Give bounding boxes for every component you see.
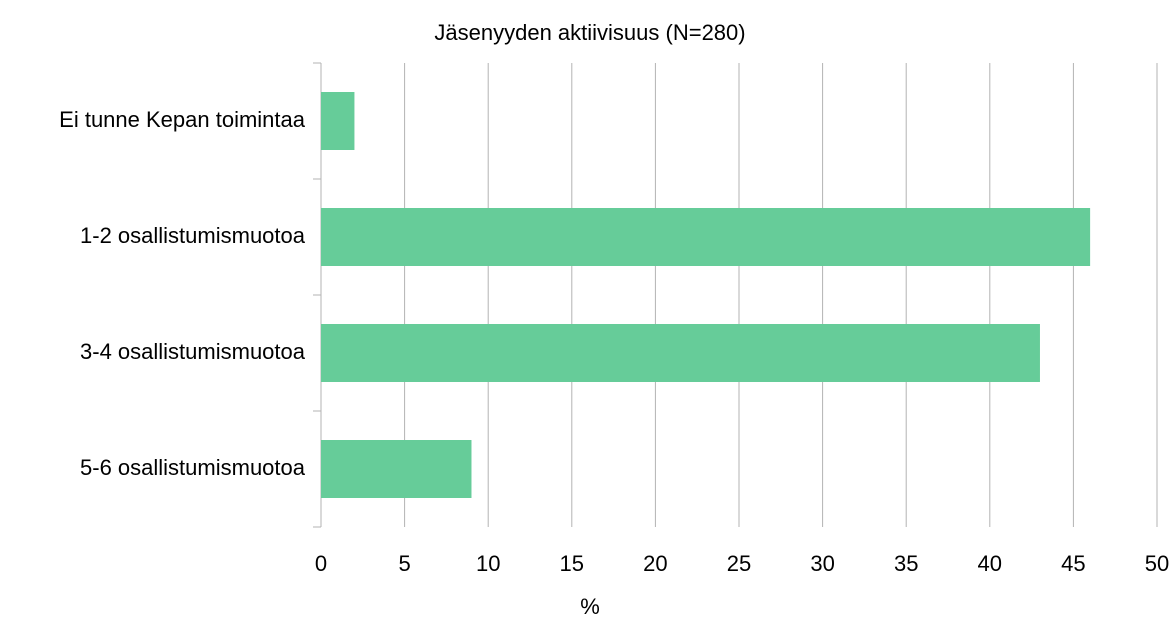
- x-tick-label: 15: [560, 551, 584, 576]
- x-tick-label: 40: [978, 551, 1002, 576]
- x-tick-label: 20: [643, 551, 667, 576]
- chart-title: Jäsenyyden aktiivisuus (N=280): [434, 20, 745, 45]
- y-tick-label: 5-6 osallistumismuotoa: [80, 455, 306, 480]
- x-tick-label: 10: [476, 551, 500, 576]
- x-tick-label: 25: [727, 551, 751, 576]
- x-tick-label: 30: [810, 551, 834, 576]
- x-tick-label: 50: [1145, 551, 1169, 576]
- x-tick-label: 45: [1061, 551, 1085, 576]
- y-tick-label: Ei tunne Kepan toimintaa: [59, 107, 306, 132]
- bar: [321, 208, 1091, 266]
- x-tick-label: 0: [315, 551, 327, 576]
- x-tick-label: 35: [894, 551, 918, 576]
- x-axis-label: %: [580, 594, 600, 618]
- bar: [321, 92, 355, 150]
- bar: [321, 324, 1040, 382]
- y-tick-label: 1-2 osallistumismuotoa: [80, 223, 306, 248]
- y-tick-label: 3-4 osallistumismuotoa: [80, 339, 306, 364]
- bar: [321, 440, 472, 498]
- x-tick-label: 5: [398, 551, 410, 576]
